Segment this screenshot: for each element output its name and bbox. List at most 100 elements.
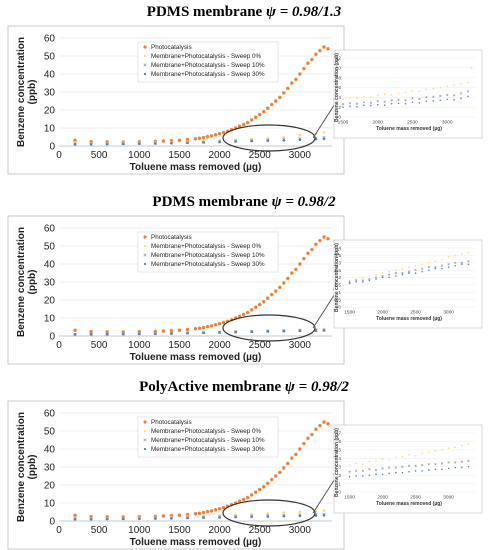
panel-1: PDMS membrane ψ = 0.98/1.301020304050600… bbox=[7, 4, 483, 175]
inset-data-point-sweep-30 bbox=[428, 269, 430, 271]
y-tick-label: 40 bbox=[44, 260, 56, 271]
inset-data-point-sweep-0 bbox=[363, 95, 365, 98]
legend bbox=[137, 41, 279, 83]
y-tick-label: 20 bbox=[44, 296, 56, 307]
y-tick-label: 30 bbox=[44, 278, 56, 289]
inset-data-point-sweep-10 bbox=[361, 279, 364, 282]
data-point-photocatalysis bbox=[318, 48, 322, 53]
inset-data-point-sweep-10 bbox=[348, 470, 351, 473]
inset-x-tick-label: 3000 bbox=[443, 495, 454, 501]
data-point-photocatalysis bbox=[253, 305, 258, 309]
inset-y-tick-label: 10 bbox=[336, 66, 342, 72]
legend-marker-sweep-10 bbox=[143, 438, 147, 442]
inset-data-point-sweep-30 bbox=[395, 275, 397, 277]
data-point-photocatalysis bbox=[73, 328, 77, 333]
data-point-photocatalysis bbox=[322, 45, 326, 49]
inset-data-point-sweep-10 bbox=[369, 101, 372, 104]
legend-marker-sweep-0 bbox=[143, 244, 147, 248]
inset-series-sweep-30 bbox=[348, 263, 470, 285]
inset-y-axis-label: Benzene concentration (ppb) bbox=[334, 428, 340, 497]
data-point-photocatalysis bbox=[233, 501, 238, 505]
inset-data-point-sweep-30 bbox=[411, 101, 414, 104]
x-tick-label: 2000 bbox=[208, 150, 231, 161]
data-point-photocatalysis bbox=[121, 330, 126, 334]
inset-data-point-sweep-0 bbox=[355, 462, 357, 465]
title-psi: ψ = 0.98/2 bbox=[285, 379, 349, 395]
inset-data-point-sweep-0 bbox=[348, 464, 351, 466]
inset-data-point-sweep-10 bbox=[397, 98, 400, 101]
inset-data-point-sweep-10 bbox=[466, 90, 470, 93]
data-point-photocatalysis bbox=[265, 481, 270, 485]
inset-data-point-sweep-10 bbox=[355, 102, 359, 105]
inset-data-point-sweep-0 bbox=[441, 449, 443, 451]
data-point-sweep-30 bbox=[170, 332, 173, 335]
inset-data-point-sweep-10 bbox=[407, 270, 411, 273]
data-point-photocatalysis bbox=[257, 487, 262, 492]
y-tick-label: 20 bbox=[44, 106, 56, 117]
data-point-photocatalysis bbox=[209, 324, 214, 328]
inset-data-point-sweep-30 bbox=[348, 282, 351, 285]
inset-data-point-sweep-30 bbox=[425, 100, 428, 103]
inset-data-point-sweep-10 bbox=[341, 103, 345, 106]
data-point-photocatalysis bbox=[213, 508, 218, 512]
inset-data-point-sweep-30 bbox=[408, 470, 410, 473]
inset-data-point-sweep-10 bbox=[355, 469, 358, 473]
inset-y-tick-label: 7 bbox=[338, 431, 341, 437]
data-point-sweep-30 bbox=[282, 329, 286, 333]
data-point-sweep-30 bbox=[202, 516, 205, 519]
y-tick-label: 30 bbox=[44, 463, 56, 474]
inset-data-point-sweep-10 bbox=[388, 273, 391, 276]
data-point-photocatalysis bbox=[314, 427, 318, 431]
x-tick-label: 2000 bbox=[208, 340, 231, 351]
inset-data-point-sweep-0 bbox=[375, 273, 377, 276]
data-point-sweep-30 bbox=[105, 332, 109, 336]
data-point-sweep-0 bbox=[298, 133, 302, 137]
inset-data-point-sweep-10 bbox=[432, 95, 435, 98]
inset-data-point-sweep-0 bbox=[395, 456, 397, 459]
y-axis-label: Benzene concentration(ppb) bbox=[16, 37, 38, 147]
legend-marker-photocatalysis bbox=[143, 45, 147, 49]
data-point-sweep-0 bbox=[266, 136, 270, 140]
inset-data-point-sweep-0 bbox=[447, 256, 450, 258]
inset-data-point-sweep-30 bbox=[428, 469, 430, 471]
inset-data-point-sweep-30 bbox=[441, 468, 443, 471]
inset-data-point-sweep-0 bbox=[414, 264, 417, 267]
data-point-photocatalysis bbox=[193, 137, 198, 141]
data-point-photocatalysis bbox=[237, 314, 242, 318]
data-point-photocatalysis bbox=[201, 135, 206, 140]
data-point-photocatalysis bbox=[290, 271, 294, 275]
inset-data-point-sweep-0 bbox=[467, 443, 470, 445]
inset-y-tick-label: 2 bbox=[338, 275, 341, 281]
data-point-photocatalysis bbox=[209, 509, 214, 513]
legend-entry-sweep-0: Membrane+Photocatalysis - Sweep 0% bbox=[151, 53, 261, 60]
inset-data-point-sweep-30 bbox=[460, 97, 462, 100]
inset-data-point-sweep-0 bbox=[404, 91, 407, 94]
y-tick-label: 60 bbox=[44, 224, 56, 235]
data-point-sweep-30 bbox=[89, 142, 93, 146]
data-point-photocatalysis bbox=[185, 327, 190, 332]
y-tick-label: 60 bbox=[44, 34, 56, 45]
data-point-sweep-0 bbox=[250, 512, 254, 516]
x-axis-label: Toluene mass removed (µg) bbox=[130, 537, 262, 548]
inset-data-point-sweep-10 bbox=[454, 261, 457, 264]
inset-data-point-sweep-0 bbox=[425, 88, 428, 91]
legend bbox=[137, 231, 279, 273]
inset-data-point-sweep-0 bbox=[401, 267, 404, 270]
inset-y-tick-label: 2.5 bbox=[334, 268, 341, 274]
inset-data-point-sweep-30 bbox=[362, 281, 364, 283]
data-point-photocatalysis bbox=[105, 515, 109, 519]
x-tick-label: 2000 bbox=[208, 525, 231, 536]
inset-data-point-sweep-0 bbox=[401, 455, 404, 458]
inset-data-point-sweep-10 bbox=[447, 263, 450, 266]
inset-series-sweep-10 bbox=[348, 459, 470, 473]
data-point-sweep-30 bbox=[298, 138, 302, 141]
inset-series-sweep-30 bbox=[348, 465, 470, 478]
x-tick-label: 2500 bbox=[249, 340, 272, 351]
inset-data-point-sweep-0 bbox=[348, 279, 351, 282]
data-point-sweep-30 bbox=[73, 517, 77, 521]
data-point-photocatalysis bbox=[213, 133, 218, 137]
inset-y-tick-label: 4 bbox=[338, 95, 341, 101]
inset-data-point-sweep-0 bbox=[408, 266, 410, 268]
data-point-photocatalysis bbox=[294, 452, 298, 457]
inset-y-tick-label: 6 bbox=[338, 439, 341, 445]
